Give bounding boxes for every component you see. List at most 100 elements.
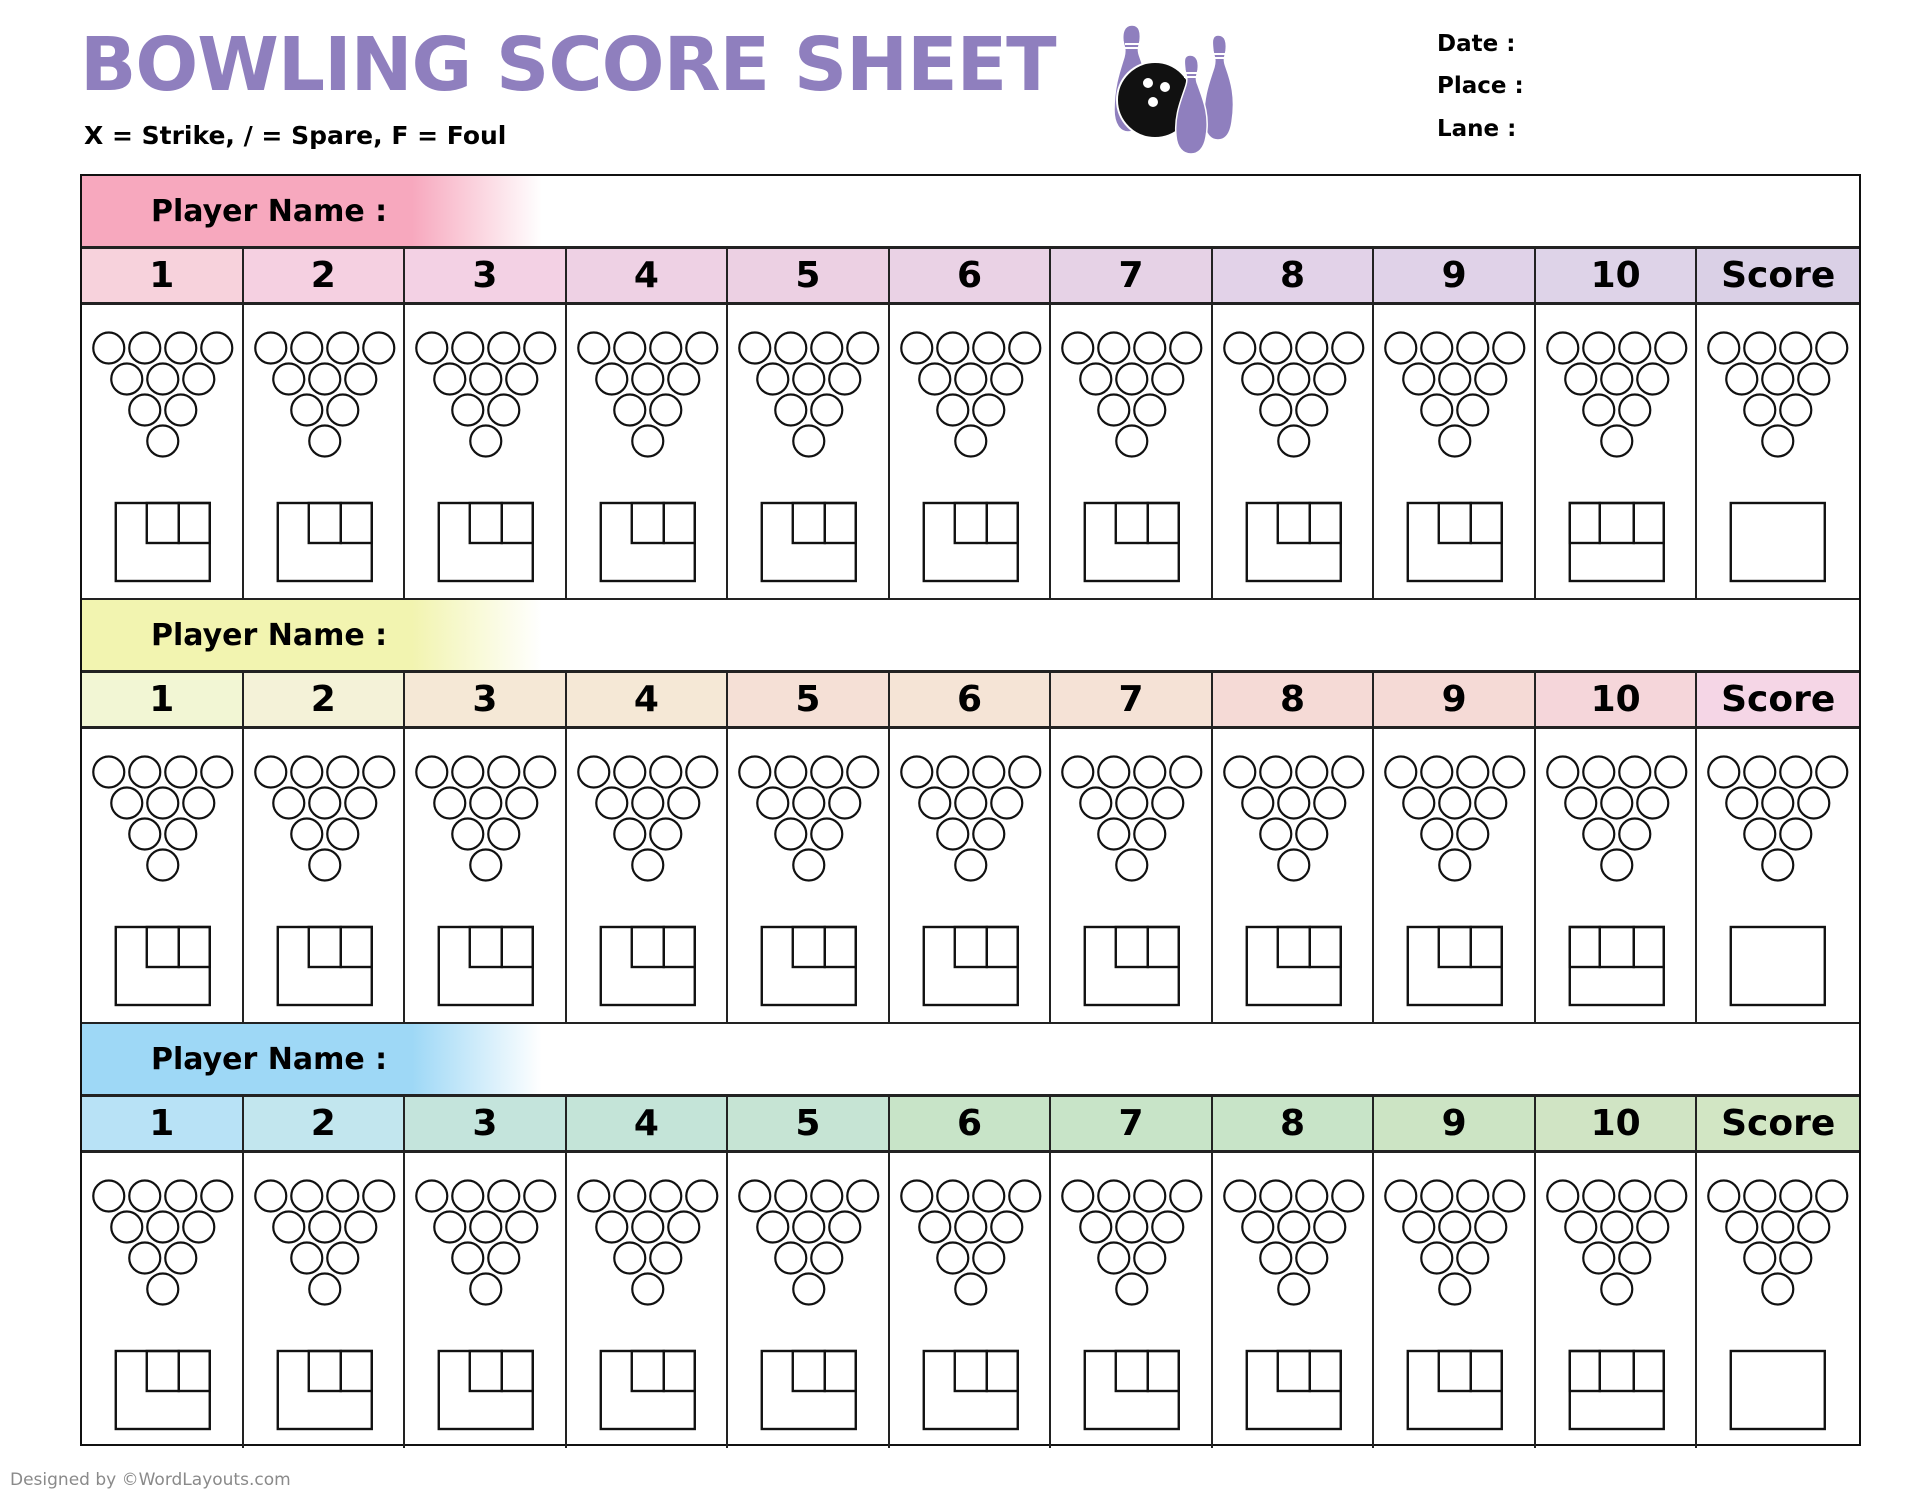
roll-2-box[interactable]	[177, 925, 211, 969]
roll-2-box[interactable]	[1469, 1349, 1504, 1393]
pin-marker[interactable]	[774, 393, 808, 427]
pin-marker[interactable]	[1384, 755, 1418, 789]
pin-marker[interactable]	[774, 755, 808, 789]
roll-2-box[interactable]	[500, 925, 535, 969]
pin-marker[interactable]	[1456, 817, 1490, 851]
pin-marker[interactable]	[953, 424, 988, 458]
pin-marker[interactable]	[630, 1210, 664, 1244]
pin-marker[interactable]	[1492, 331, 1526, 365]
pin-marker[interactable]	[648, 393, 682, 427]
pin-marker[interactable]	[1133, 1241, 1167, 1275]
pin-marker[interactable]	[666, 362, 700, 396]
pin-marker[interactable]	[612, 817, 646, 851]
roll-1-box[interactable]	[791, 1349, 827, 1393]
pin-marker[interactable]	[505, 1210, 539, 1244]
pin-marker[interactable]	[1761, 786, 1795, 820]
roll-1-box[interactable]	[307, 501, 342, 545]
pin-marker[interactable]	[971, 1241, 1006, 1275]
pin-marker[interactable]	[1438, 848, 1472, 882]
pin-marker[interactable]	[846, 755, 880, 789]
pin-marker[interactable]	[1330, 1179, 1365, 1213]
pin-marker[interactable]	[1582, 393, 1616, 427]
pin-marker[interactable]	[433, 1210, 467, 1244]
roll-1-box[interactable]	[468, 501, 504, 545]
pin-marker[interactable]	[792, 1272, 826, 1306]
pin-marker[interactable]	[451, 1241, 485, 1275]
pin-marker[interactable]	[1061, 331, 1095, 365]
pin-marker[interactable]	[487, 1179, 521, 1213]
roll-2-box[interactable]	[823, 925, 858, 969]
pin-marker[interactable]	[1492, 1179, 1526, 1213]
pin-marker[interactable]	[989, 362, 1024, 396]
pin-marker[interactable]	[810, 1179, 844, 1213]
pin-marker[interactable]	[1276, 424, 1311, 458]
pin-marker[interactable]	[128, 393, 162, 427]
pin-marker[interactable]	[935, 1241, 970, 1275]
pin-marker[interactable]	[1600, 424, 1634, 458]
pin-marker[interactable]	[1115, 786, 1149, 820]
pin-marker[interactable]	[1258, 817, 1293, 851]
pin-marker[interactable]	[253, 331, 287, 365]
pin-marker[interactable]	[935, 1179, 970, 1213]
pin-marker[interactable]	[1582, 331, 1616, 365]
pin-marker[interactable]	[325, 331, 359, 365]
pin-marker[interactable]	[1420, 817, 1454, 851]
pin-marker[interactable]	[1097, 1179, 1131, 1213]
pin-marker[interactable]	[1420, 1241, 1454, 1275]
pin-marker[interactable]	[917, 362, 952, 396]
pin-marker[interactable]	[612, 331, 646, 365]
pin-marker[interactable]	[415, 1179, 449, 1213]
pin-marker[interactable]	[846, 1179, 880, 1213]
pin-marker[interactable]	[487, 755, 521, 789]
pin-marker[interactable]	[1546, 755, 1580, 789]
pin-marker[interactable]	[1761, 424, 1795, 458]
pin-marker[interactable]	[128, 331, 162, 365]
roll-2-box[interactable]	[177, 501, 211, 545]
pin-marker[interactable]	[1061, 1179, 1095, 1213]
pin-marker[interactable]	[146, 1272, 180, 1306]
pin-marker[interactable]	[792, 424, 826, 458]
pin-marker[interactable]	[1222, 755, 1257, 789]
roll-2-box[interactable]	[985, 501, 1019, 545]
pin-marker[interactable]	[971, 331, 1006, 365]
pin-marker[interactable]	[361, 331, 395, 365]
pin-marker[interactable]	[1707, 1179, 1741, 1213]
pin-marker[interactable]	[164, 1241, 198, 1275]
pin-marker[interactable]	[971, 755, 1006, 789]
pin-marker[interactable]	[1258, 331, 1293, 365]
pin-marker[interactable]	[953, 1272, 988, 1306]
roll-1-box[interactable]	[1114, 925, 1150, 969]
pin-marker[interactable]	[487, 817, 521, 851]
roll-1-box[interactable]	[953, 925, 988, 969]
pin-marker[interactable]	[899, 755, 934, 789]
pin-marker[interactable]	[1420, 1179, 1454, 1213]
pin-marker[interactable]	[182, 786, 216, 820]
pin-marker[interactable]	[505, 786, 539, 820]
pin-marker[interactable]	[200, 331, 234, 365]
roll-1-box[interactable]	[468, 925, 504, 969]
pin-marker[interactable]	[738, 755, 772, 789]
pin-marker[interactable]	[774, 817, 808, 851]
pin-marker[interactable]	[1312, 362, 1347, 396]
pin-marker[interactable]	[1097, 393, 1131, 427]
roll-1-box[interactable]	[145, 925, 180, 969]
roll-1-box[interactable]	[1437, 501, 1473, 545]
pin-marker[interactable]	[1133, 755, 1167, 789]
pin-marker[interactable]	[1725, 362, 1759, 396]
pin-marker[interactable]	[523, 331, 557, 365]
pin-marker[interactable]	[343, 362, 377, 396]
roll-1-box[interactable]	[791, 925, 827, 969]
pin-marker[interactable]	[505, 362, 539, 396]
pin-marker[interactable]	[792, 786, 826, 820]
pin-marker[interactable]	[935, 817, 970, 851]
pin-marker[interactable]	[361, 755, 395, 789]
pin-marker[interactable]	[1240, 1210, 1275, 1244]
pin-marker[interactable]	[1079, 362, 1113, 396]
pin-marker[interactable]	[648, 331, 682, 365]
pin-marker[interactable]	[989, 786, 1024, 820]
roll-2-box[interactable]	[985, 925, 1019, 969]
pin-marker[interactable]	[1276, 362, 1311, 396]
pin-marker[interactable]	[433, 362, 467, 396]
pin-marker[interactable]	[1258, 755, 1293, 789]
pin-marker[interactable]	[1707, 331, 1741, 365]
